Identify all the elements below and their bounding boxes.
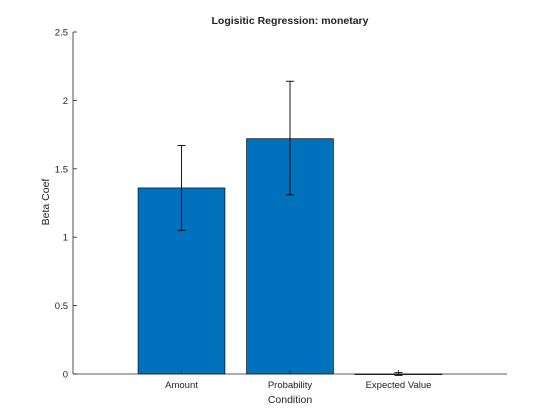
x-tick-label-probability: Probability bbox=[268, 380, 313, 391]
y-axis-label: Beta Coef bbox=[40, 179, 52, 226]
chart-title: Logisitic Regression: monetary bbox=[212, 15, 369, 27]
y-tick-label-0: 0 bbox=[63, 370, 68, 381]
x-tick-label-expected-value: Expected Value bbox=[366, 380, 432, 391]
y-tick-label-3: 1.5 bbox=[55, 164, 68, 175]
y-tick-label-5: 2.5 bbox=[55, 28, 68, 39]
x-tick-label-amount: Amount bbox=[165, 380, 198, 391]
x-ticks-group: Amount Probability Expected Value bbox=[165, 370, 431, 391]
y-tick-label-4: 2 bbox=[63, 96, 68, 107]
x-axis-label: Condition bbox=[268, 394, 313, 406]
y-ticks-group: 0 0.5 1 1.5 2 2.5 bbox=[55, 28, 77, 381]
y-tick-label-2: 1 bbox=[63, 233, 68, 244]
error-bars-group bbox=[177, 80, 403, 376]
y-tick-label-1: 0.5 bbox=[55, 301, 68, 312]
